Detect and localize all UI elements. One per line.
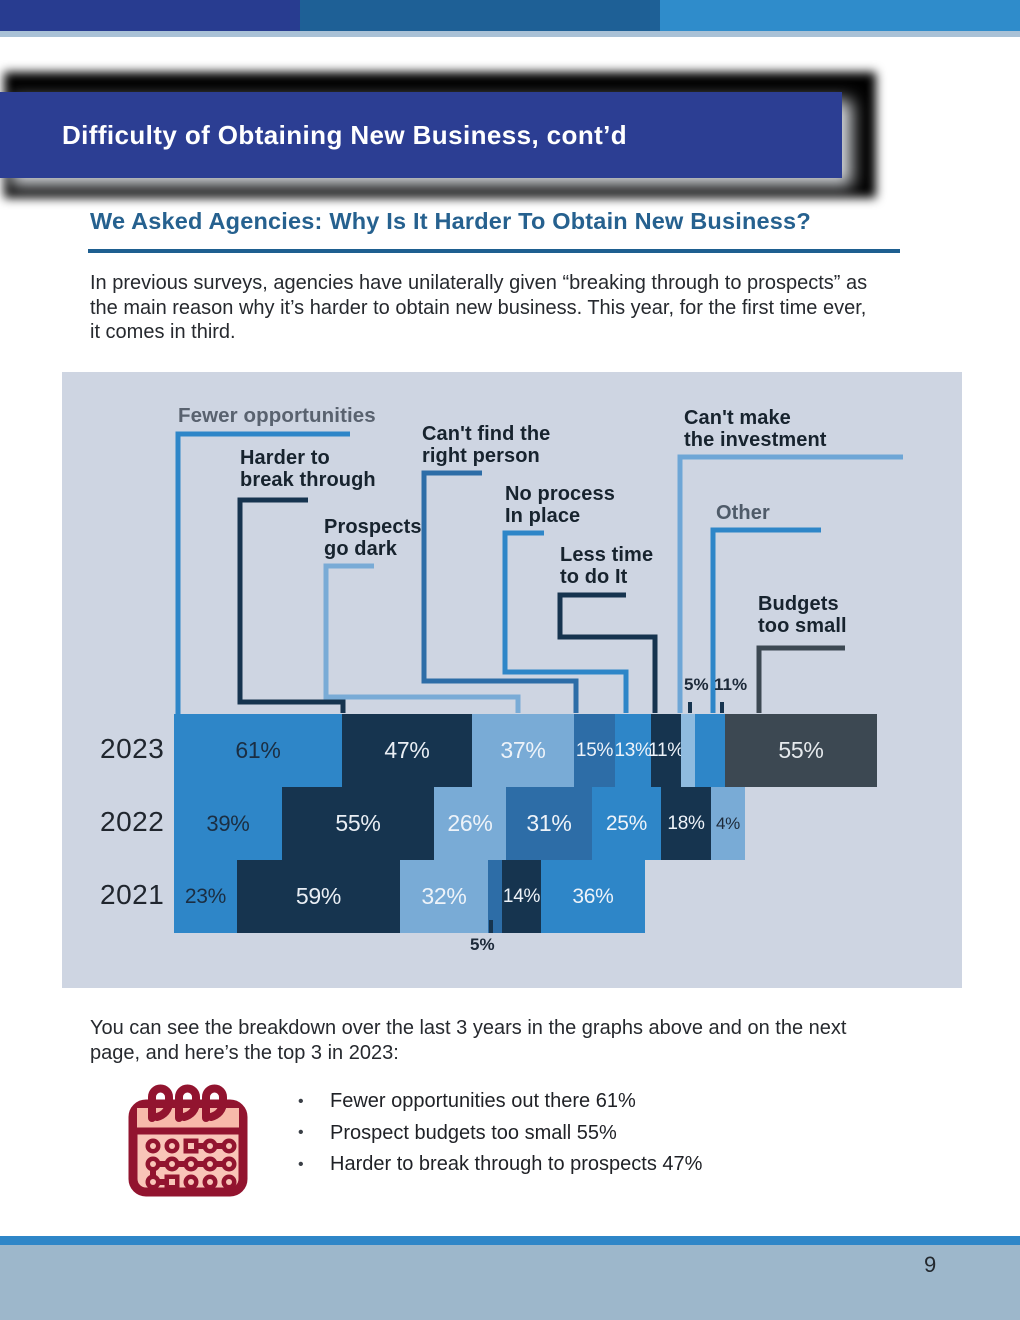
chart-callout-cantmake: Can't make the investment <box>684 407 827 451</box>
top-bar-segment-1 <box>0 0 300 31</box>
top3-item-text: Prospect budgets too small 55% <box>330 1121 617 1144</box>
bar-segment-value: 39% <box>206 810 250 836</box>
bar-segment-value: 14% <box>502 885 541 907</box>
top3-list: • Fewer opportunities out there 61% • Pros… <box>298 1086 702 1181</box>
below-chart-paragraph: You can see the breakdown over the last … <box>90 1017 847 1064</box>
bullet-icon: • <box>298 1155 304 1173</box>
bar-segment-value: 55% <box>778 737 824 763</box>
bar-segment: 59% <box>237 860 400 933</box>
bar-segment-value: 55% <box>335 810 381 836</box>
chart-callout-budgets: Budgets too small <box>758 593 847 637</box>
bar-segment-value: 61% <box>235 737 281 763</box>
bar-segment <box>488 860 502 933</box>
footer-band <box>0 1245 1020 1320</box>
year-label-2023: 2023 <box>100 733 165 764</box>
footer-accent-strip <box>0 1236 1020 1245</box>
connector-other <box>710 527 821 713</box>
top3-item-text: Fewer opportunities out there 61% <box>330 1090 636 1113</box>
bar-segment-value: 32% <box>421 883 467 909</box>
connector-fewer <box>175 431 350 714</box>
bar-segment: 61% <box>174 714 342 787</box>
bar-segment: 4% <box>711 787 745 860</box>
connector-lines <box>175 431 903 714</box>
tick-label: 5% <box>684 675 709 694</box>
bar-segment: 36% <box>541 860 645 933</box>
bar-segment-value: 11% <box>648 739 684 761</box>
chart-callout-lesstime: Less time to do It <box>560 544 654 588</box>
chart-panel: Fewer opportunities Harder to break throu… <box>62 372 962 988</box>
chart-callout-cantfind: Can't find the right person <box>422 423 551 467</box>
chart-callout-fewer: Fewer opportunities <box>178 404 376 427</box>
chart-callout-prospects: Prospects go dark <box>324 516 422 560</box>
bar-segment: 26% <box>434 787 506 860</box>
page-number: 9 <box>924 1252 937 1277</box>
bar-segment <box>681 714 695 787</box>
bar-segment: 18% <box>661 787 711 860</box>
top-accent-strip <box>0 31 1020 37</box>
bar-segment: 14% <box>502 860 541 933</box>
bar-segment-value: 26% <box>447 810 493 836</box>
year-label-2021: 2021 <box>100 879 165 910</box>
tick-line <box>720 702 724 713</box>
bar-segment-value: 18% <box>667 812 705 834</box>
bar-segment-value: 25% <box>605 811 648 835</box>
connector-cantmake <box>677 454 903 713</box>
bar-segment: 55% <box>725 714 877 787</box>
bar-segment-value: 59% <box>295 883 342 909</box>
bar-segment-value: 36% <box>572 884 614 908</box>
chart-callout-harder: Harder to break through <box>240 447 376 491</box>
connector-harder <box>237 497 346 713</box>
list-item: • Prospect budgets too small 55% <box>298 1118 702 1150</box>
chart-callout-other: Other <box>716 502 770 524</box>
tick-line <box>688 702 692 713</box>
bar-segment: 11% <box>648 714 684 787</box>
bar-segment-value: 13% <box>614 739 652 761</box>
connector-noprocess <box>502 530 629 713</box>
bar-segment: 15% <box>574 714 615 787</box>
top-bar-segment-2 <box>300 0 660 31</box>
list-item: • Harder to break through to prospects 47… <box>298 1149 702 1181</box>
tick-label: 11% <box>714 675 748 694</box>
page-title: Difficulty of Obtaining New Business, co… <box>62 120 628 150</box>
section-subtitle: We Asked Agencies: Why Is It Harder To O… <box>90 208 811 234</box>
chart-callout-noprocess: No process In place <box>505 483 615 527</box>
tick-line <box>489 920 493 933</box>
bar-segment: 47% <box>342 714 472 787</box>
bar-segment: 25% <box>592 787 661 860</box>
bar-segment: 32% <box>400 860 488 933</box>
top-bar-segment-3 <box>660 0 1020 31</box>
bar-segment-value: 15% <box>575 739 614 761</box>
list-item: • Fewer opportunities out there 61% <box>298 1086 702 1118</box>
header-banner: Difficulty of Obtaining New Business, co… <box>0 92 842 178</box>
connector-budgets <box>756 645 845 713</box>
tick-label: 5% <box>470 935 495 954</box>
calendar-icon <box>128 1084 248 1197</box>
connector-cantfind <box>421 470 579 713</box>
bar-segment: 39% <box>174 787 282 860</box>
connector-prospects <box>323 563 521 713</box>
intro-paragraph: In previous surveys, agencies have unila… <box>90 272 868 343</box>
subtitle-rule <box>88 249 900 253</box>
calendar-dots <box>145 1138 237 1190</box>
bar-segment-value: 23% <box>184 884 227 908</box>
connector-lesstime <box>557 592 658 713</box>
bar-segment: 37% <box>472 714 574 787</box>
bar-segment-value: 37% <box>500 737 546 763</box>
bar-segment-value: 31% <box>526 810 572 836</box>
top3-item-text: Harder to break through to prospects 47% <box>330 1153 703 1176</box>
bullet-icon: • <box>298 1092 304 1110</box>
bar-segment: 31% <box>506 787 592 860</box>
year-label-2022: 2022 <box>100 806 165 837</box>
bar-segment-value: 4% <box>716 813 740 833</box>
bar-segment <box>695 714 725 787</box>
bar-segment: 23% <box>174 860 237 933</box>
bar-segment: 13% <box>614 714 652 787</box>
bullet-icon: • <box>298 1124 304 1142</box>
bar-segment-value: 47% <box>384 737 430 763</box>
bar-segment: 55% <box>282 787 434 860</box>
